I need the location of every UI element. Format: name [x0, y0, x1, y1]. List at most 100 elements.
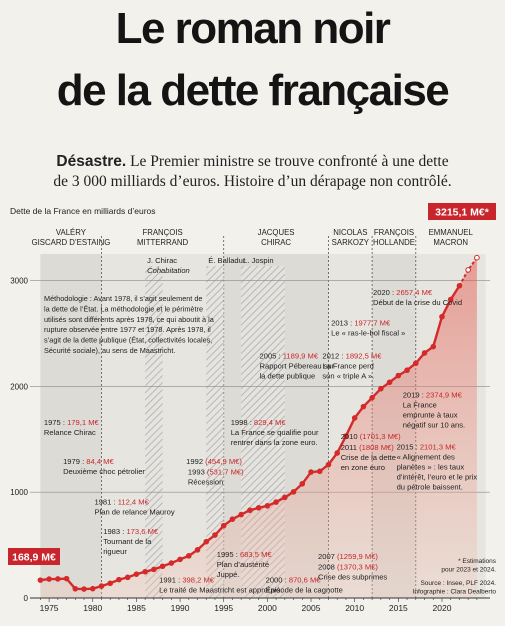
annotation-heading: 2007 (1259,9 M€) — [318, 552, 378, 561]
president-last-name: SARKOZY — [332, 238, 370, 247]
annotation-value: (454,9 M€) — [205, 457, 242, 466]
annotation-value: 1189,9 M€ — [283, 351, 319, 360]
data-point — [343, 433, 349, 439]
y-tick-label: 0 — [24, 594, 29, 603]
y-axis-label: Dette de la France en milliards d’euros — [10, 206, 156, 216]
annotation-heading: 2012 : 1892,5 M€ — [322, 351, 382, 360]
x-tick-label: 1990 — [171, 603, 190, 613]
x-tick-label: 1975 — [40, 603, 59, 613]
annotation-heading: 1983 : 173,6 M€ — [103, 527, 159, 536]
data-point — [360, 403, 367, 410]
annotation-heading: 2008 (1370,3 M€) — [318, 562, 378, 571]
annotation-heading: 2013 : 1977,7 M€ — [331, 318, 391, 327]
data-point — [325, 461, 332, 468]
annotation-year: 2013 : — [331, 318, 354, 327]
data-point — [282, 494, 288, 501]
x-tick-label: 2000 — [258, 603, 277, 613]
data-point — [456, 282, 463, 289]
subtitle: Désastre. Le Premier ministre se trouve … — [10, 152, 495, 192]
annotation-text: Juppé. — [217, 570, 240, 579]
annotation-text: rigueur — [103, 547, 127, 556]
president-first-name: JACQUES — [258, 228, 295, 237]
annotation-text: Plan d’austérité — [217, 560, 269, 569]
data-point — [264, 503, 271, 509]
annotation-value: (1808 M€) — [359, 443, 394, 452]
annotation-heading: 1975 : 179,1 M€ — [44, 418, 100, 427]
data-point — [229, 516, 236, 522]
start-value-badge — [8, 548, 60, 565]
president-first-name: FRANÇOIS — [142, 228, 182, 237]
annotation-year: 1995 : — [217, 550, 240, 559]
data-point — [63, 575, 70, 582]
annotation-heading: 1998 : 829,4 M€ — [231, 418, 287, 427]
data-point — [308, 469, 314, 475]
x-tick-label: 2005 — [302, 603, 321, 613]
methodology-text: s’agit de la dette publique (État, colle… — [44, 336, 212, 345]
annotation-text: planètes » : les taux — [397, 462, 465, 471]
data-point — [474, 254, 480, 261]
data-point — [430, 343, 437, 350]
data-point — [37, 577, 44, 583]
annotation-value: 2657,4 M€ — [396, 288, 433, 297]
data-point — [98, 583, 105, 589]
annotation-text: négatif sur 10 ans. — [403, 420, 465, 429]
annotation-year: 2012 : — [322, 351, 345, 360]
subtitle-line-2: de 3 000 milliards d’euros. Histoire d’u… — [53, 173, 452, 190]
x-tick-label: 1980 — [83, 603, 102, 613]
data-point — [89, 585, 96, 592]
president-last-name: MACRON — [433, 238, 468, 247]
annotation-value: 1892,5 M€ — [346, 351, 383, 360]
annotation-value: (1370,3 M€) — [337, 562, 378, 571]
cohabitation-label: L. Jospin — [243, 256, 273, 265]
source-note: Source : Insee, PLF 2024. — [420, 580, 496, 587]
data-point — [116, 576, 122, 583]
annotation-year: 2008 — [318, 562, 337, 571]
annotation-heading: 1979 : 84,4 M€ — [63, 457, 114, 466]
x-tick-label: 1985 — [127, 603, 146, 613]
data-point — [203, 538, 210, 545]
data-point — [168, 560, 175, 566]
data-point — [421, 350, 428, 356]
subtitle-bold: Désastre. — [56, 153, 127, 170]
annotation-heading: 2015 : 2101,3 M€ — [397, 442, 457, 451]
cohabitation-hatch — [206, 266, 224, 598]
annotation-value: (531,7 M€) — [207, 468, 244, 477]
president-last-name: GISCARD D’ESTAING — [32, 238, 111, 247]
subtitle-line-1: Le Premier ministre se trouve confronté … — [130, 153, 449, 170]
president-last-name: HOLLANDE — [373, 238, 415, 247]
annotation-text: d’intérêt, l’euro et le prix — [397, 472, 478, 481]
x-tick-label: 2015 — [389, 603, 408, 613]
methodology-text: Méthodologie : Avant 1978, il s’agit seu… — [44, 294, 202, 303]
data-point — [177, 556, 183, 563]
annotation-year: 1983 : — [103, 527, 126, 536]
data-point — [395, 372, 402, 379]
annotation-text: Début de la crise du Covid — [373, 298, 462, 307]
annotation-year: 1992 — [186, 457, 205, 466]
annotation-heading: 1991 : 398,2 M€ — [159, 576, 215, 585]
annotation-value: 2374,9 M€ — [426, 390, 463, 399]
annotation-year: 1981 : — [94, 497, 117, 506]
annotation-year: 1998 : — [231, 418, 254, 427]
data-point — [72, 585, 79, 592]
data-point — [124, 574, 131, 581]
president-last-name: CHIRAC — [261, 238, 291, 247]
annotation-text: Le « ras-le-bol fiscal » — [331, 328, 405, 337]
annotation-text: la dette publique — [260, 371, 316, 380]
data-point — [351, 415, 358, 421]
annotation-year: 2020 : — [373, 288, 396, 297]
annotation-text: son « triple A ». — [322, 371, 374, 380]
data-point — [290, 489, 297, 495]
annotation-text: Épisode de la cagnotte — [266, 586, 343, 595]
annotation-year: 2019 : — [403, 390, 426, 399]
data-point — [151, 566, 157, 573]
annotation-text: en zone euro — [341, 463, 385, 472]
end-value-badge — [428, 203, 496, 220]
presidency-band — [40, 254, 102, 598]
president-first-name: NICOLAS — [333, 228, 367, 237]
president-first-name: EMMANUEL — [429, 228, 474, 237]
data-point — [386, 379, 393, 386]
annotation-text: Tournant de la — [103, 537, 152, 546]
president-first-name: FRANÇOIS — [374, 228, 414, 237]
annotation-value: 1977,7 M€ — [354, 318, 391, 327]
